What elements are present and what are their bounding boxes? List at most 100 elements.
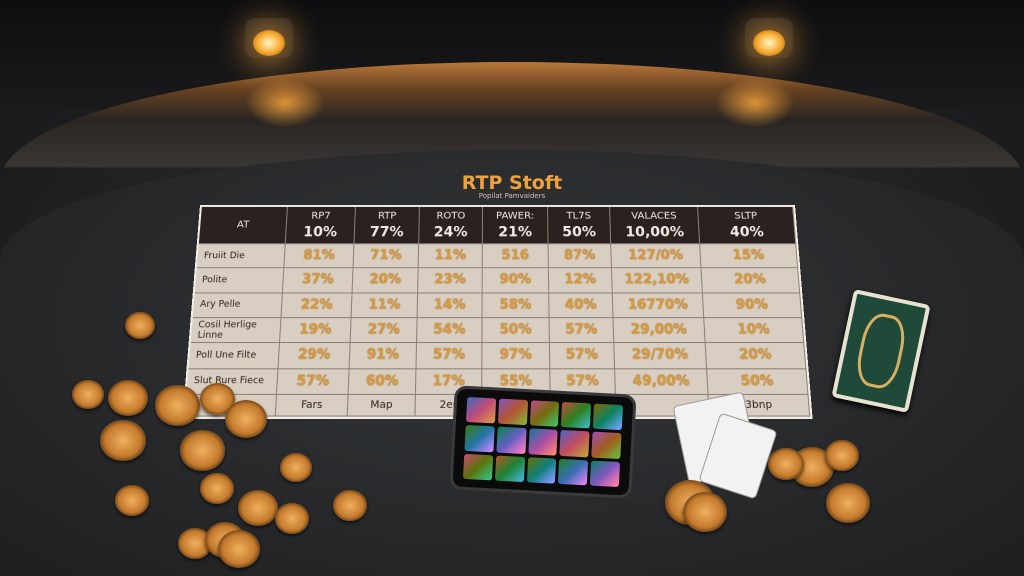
header-label: VALACES: [631, 210, 677, 222]
game-tile: [559, 430, 590, 458]
table-cell: 40%: [549, 293, 614, 319]
game-tile: [462, 453, 494, 481]
spotlight-right: [745, 18, 793, 58]
light-glow: [715, 78, 795, 128]
header-label: RTP: [377, 210, 397, 222]
poker-chip: [200, 473, 234, 504]
game-tile: [464, 425, 495, 453]
poker-chip: [238, 490, 278, 526]
header-cell: ROTO 24%: [419, 206, 483, 245]
game-tile: [465, 396, 497, 424]
game-tile: [561, 401, 592, 429]
poker-chip: [225, 400, 267, 438]
header-label: AT: [236, 219, 250, 231]
table-cell: 57%: [276, 368, 350, 395]
light-glow: [245, 78, 325, 128]
header-cell: VALACES 10,00%: [610, 206, 701, 245]
header-cell: TL7S 50%: [548, 206, 612, 245]
header-value: 40%: [729, 224, 765, 240]
table-cell: 57%: [549, 343, 616, 369]
table-cell: 90%: [702, 293, 803, 319]
game-tile: [496, 426, 527, 454]
poker-chip: [218, 530, 260, 568]
table-cell: 97%: [482, 343, 551, 369]
sheet-title: RTP Stoft: [461, 172, 563, 194]
table-cell: 12%: [548, 268, 613, 294]
header-value: 10,00%: [625, 224, 685, 240]
table-cell: 91%: [349, 343, 418, 369]
card-emblem-icon: [852, 310, 910, 392]
table-cell: 16770%: [612, 293, 705, 319]
poker-chip: [826, 483, 870, 523]
row-label: Cosil Herlige Linne: [190, 318, 282, 344]
poker-chip: [825, 440, 859, 471]
row-label: Ary Pelle: [192, 293, 283, 319]
table-cell: 11%: [351, 293, 419, 319]
bulb-icon: [753, 30, 785, 56]
table-cell: 22%: [281, 293, 353, 319]
header-label: ROTO: [436, 210, 466, 222]
table-cell: 20%: [352, 268, 419, 294]
sheet-subtitle: Popilat Pamvaiders: [478, 192, 546, 200]
poker-chip: [280, 453, 312, 482]
game-tile: [558, 458, 589, 486]
header-value: 77%: [369, 224, 404, 240]
game-tile: [592, 403, 624, 431]
header-value: 50%: [562, 224, 597, 240]
game-tile: [527, 428, 559, 456]
header-cell: SLTP 40%: [698, 206, 797, 245]
poker-chip: [683, 492, 727, 532]
poker-chip: [72, 380, 104, 409]
header-label: RP7: [311, 210, 331, 222]
header-value: 24%: [433, 224, 468, 240]
table-cell: 71%: [353, 244, 420, 269]
header-cell: RP7 10%: [285, 206, 356, 245]
table-cell: 49,00%: [615, 368, 709, 395]
row-label: Fruiit Die: [196, 244, 286, 269]
table-cell: 20%: [705, 343, 807, 369]
table-cell: 90%: [482, 268, 550, 294]
smartphone: [449, 385, 637, 499]
game-tile: [591, 431, 622, 459]
table-cell: 29,00%: [613, 318, 706, 344]
poker-chip: [275, 503, 309, 534]
header-cell: PAWER: 21%: [482, 206, 549, 245]
table-cell: 127/0%: [611, 244, 702, 269]
footer-cell: Fars: [275, 394, 349, 417]
poker-chip: [768, 448, 804, 481]
footer-cell: Map: [347, 394, 416, 417]
header-label: TL7S: [566, 210, 592, 222]
table-cell: 20%: [701, 268, 801, 294]
row-label: Poll Une Filte: [188, 343, 280, 369]
spotlight-left: [245, 18, 293, 58]
row-label: Polite: [194, 268, 285, 294]
table-cell: 57%: [549, 318, 615, 344]
table-cell: 122,10%: [611, 268, 703, 294]
table-cell: 60%: [348, 368, 417, 395]
table-cell: 57%: [416, 343, 483, 369]
bulb-icon: [253, 30, 285, 56]
game-tile: [589, 460, 621, 488]
header-label: PAWER:: [496, 210, 535, 222]
game-tile: [494, 455, 525, 483]
poker-chip: [333, 490, 367, 521]
poker-chip: [180, 430, 225, 471]
poker-chip: [115, 485, 149, 516]
table-cell: 14%: [417, 293, 483, 319]
game-tile: [497, 398, 528, 426]
game-tile: [526, 456, 557, 484]
table-cell: 50%: [482, 318, 550, 344]
header-value: 10%: [302, 224, 338, 240]
table-cell: 11%: [418, 244, 483, 269]
table-cell: 58%: [482, 293, 550, 319]
table-cell: 29%: [278, 343, 351, 369]
table-cell: 15%: [700, 244, 799, 269]
table-cell: 54%: [417, 318, 483, 344]
table-cell: 29/70%: [614, 343, 708, 369]
poker-chip: [125, 312, 155, 339]
header-label: SLTP: [734, 210, 758, 222]
table-cell: 10%: [704, 318, 805, 344]
poker-chip: [100, 420, 146, 462]
header-value: 21%: [498, 224, 533, 240]
